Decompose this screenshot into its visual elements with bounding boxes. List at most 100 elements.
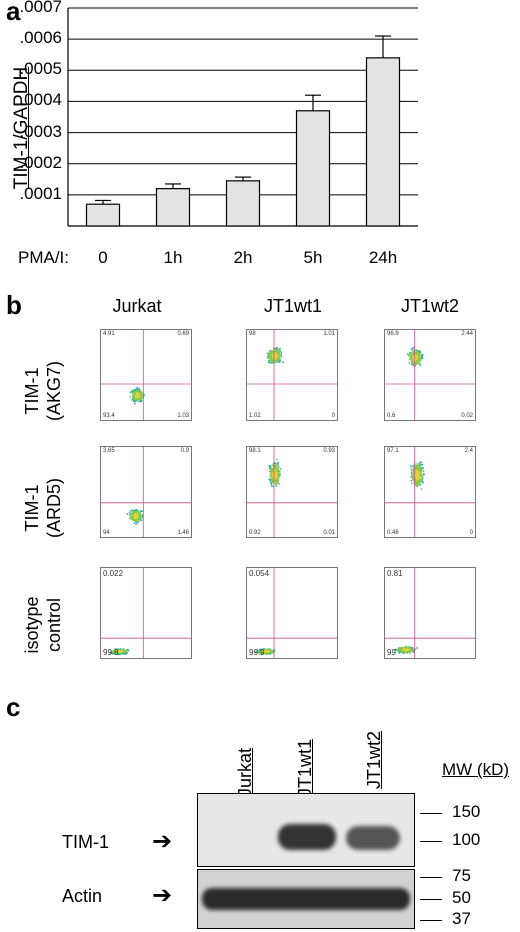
flow-event [272,464,275,466]
flow-event [278,354,280,357]
flow-event [119,650,122,652]
bar-chart [67,7,418,227]
flow-event [278,349,280,351]
flow-event [267,360,270,362]
quadrant-percentage: 0.93 [323,448,335,454]
flow-event [417,469,419,471]
flow-event [418,362,420,364]
flow-event [267,648,269,651]
flow-event [410,472,413,474]
flow-event [419,469,421,471]
flow-event [113,652,116,655]
flow-event [276,480,278,482]
flow-event [140,391,142,393]
flow-event [422,482,424,484]
flow-event [118,653,121,655]
flow-event [134,402,136,405]
flow-event [419,483,421,485]
x-tick-label: 24h [368,248,398,267]
flow-event [418,473,421,475]
flow-event [421,463,424,466]
flow-event [128,511,131,513]
flow-event [413,358,415,361]
flow-event [133,401,135,403]
flow-event [125,649,128,651]
flow-event [406,652,408,654]
y-tick-label: .0006 [19,28,62,48]
mw-marker-37: 37 [452,909,471,928]
flow-event [397,649,400,651]
flow-event [272,475,274,477]
flow-event [412,472,415,474]
flow-event [139,389,141,391]
flow-event [275,347,278,349]
flow-event [276,360,278,362]
flow-event [275,357,277,359]
quadrant-percentage: 97.1 [387,448,399,454]
flow-event [402,652,404,654]
quadrant-percentage: 0.92 [249,530,261,536]
flow-event [129,518,131,520]
flow-event [404,649,406,652]
flow-event [275,479,278,481]
flow-event [138,392,141,394]
flow-event [270,478,272,481]
flow-event [277,461,279,463]
flow-event [275,483,277,486]
flow-event [278,471,280,473]
flow-event [126,648,129,651]
flow-event [271,469,273,471]
flow-event [274,352,277,354]
flow-event [272,479,274,481]
flow-event [278,358,280,360]
flow-event [276,465,278,467]
flow-event [420,357,422,359]
flow-event [271,360,273,362]
quadrant-percentage: 1.01 [323,331,335,337]
flow-event [418,484,420,486]
flow-event [270,475,273,478]
actin-band [202,888,410,910]
flow-event [399,651,401,653]
flow-scatter [247,568,337,658]
flow-event [260,652,262,654]
row-label-isotype-line1: isotype [22,596,42,654]
flow-event [270,482,272,484]
flow-plot: 0.022 99.8 [100,567,192,659]
flow-event [141,394,143,396]
flow-plot: 97.1 2.4 0.48 0 [384,446,476,538]
flow-event [414,469,417,471]
flow-event [274,360,277,362]
flow-event [268,650,270,652]
flow-event [275,361,277,363]
flow-event [136,522,138,524]
flow-event [415,356,417,358]
flow-event [407,651,409,653]
flow-event [272,471,274,474]
flow-event [271,353,273,355]
flow-event [136,395,138,397]
flow-event [419,470,422,472]
flow-event [130,517,132,520]
flow-event [418,475,421,478]
tim1-blot [197,793,415,867]
flow-event [274,362,276,364]
flow-event [116,649,119,651]
flow-event [261,649,264,651]
flow-event [410,360,412,363]
flow-event [275,481,277,483]
flow-event [121,653,124,655]
flow-event [140,392,142,395]
tim1-band-jt1wt1 [278,824,336,850]
y-tick-label: .0002 [19,152,62,172]
quadrant-percentage: 94 [103,530,110,536]
flow-event [416,356,418,359]
bar-2h [225,180,261,227]
flow-event [411,355,413,357]
y-tick-label: .0005 [19,59,62,79]
flow-event [267,652,269,654]
flow-event [274,464,277,466]
flow-event [278,353,280,355]
flow-event [269,648,271,650]
flow-event [417,363,419,365]
